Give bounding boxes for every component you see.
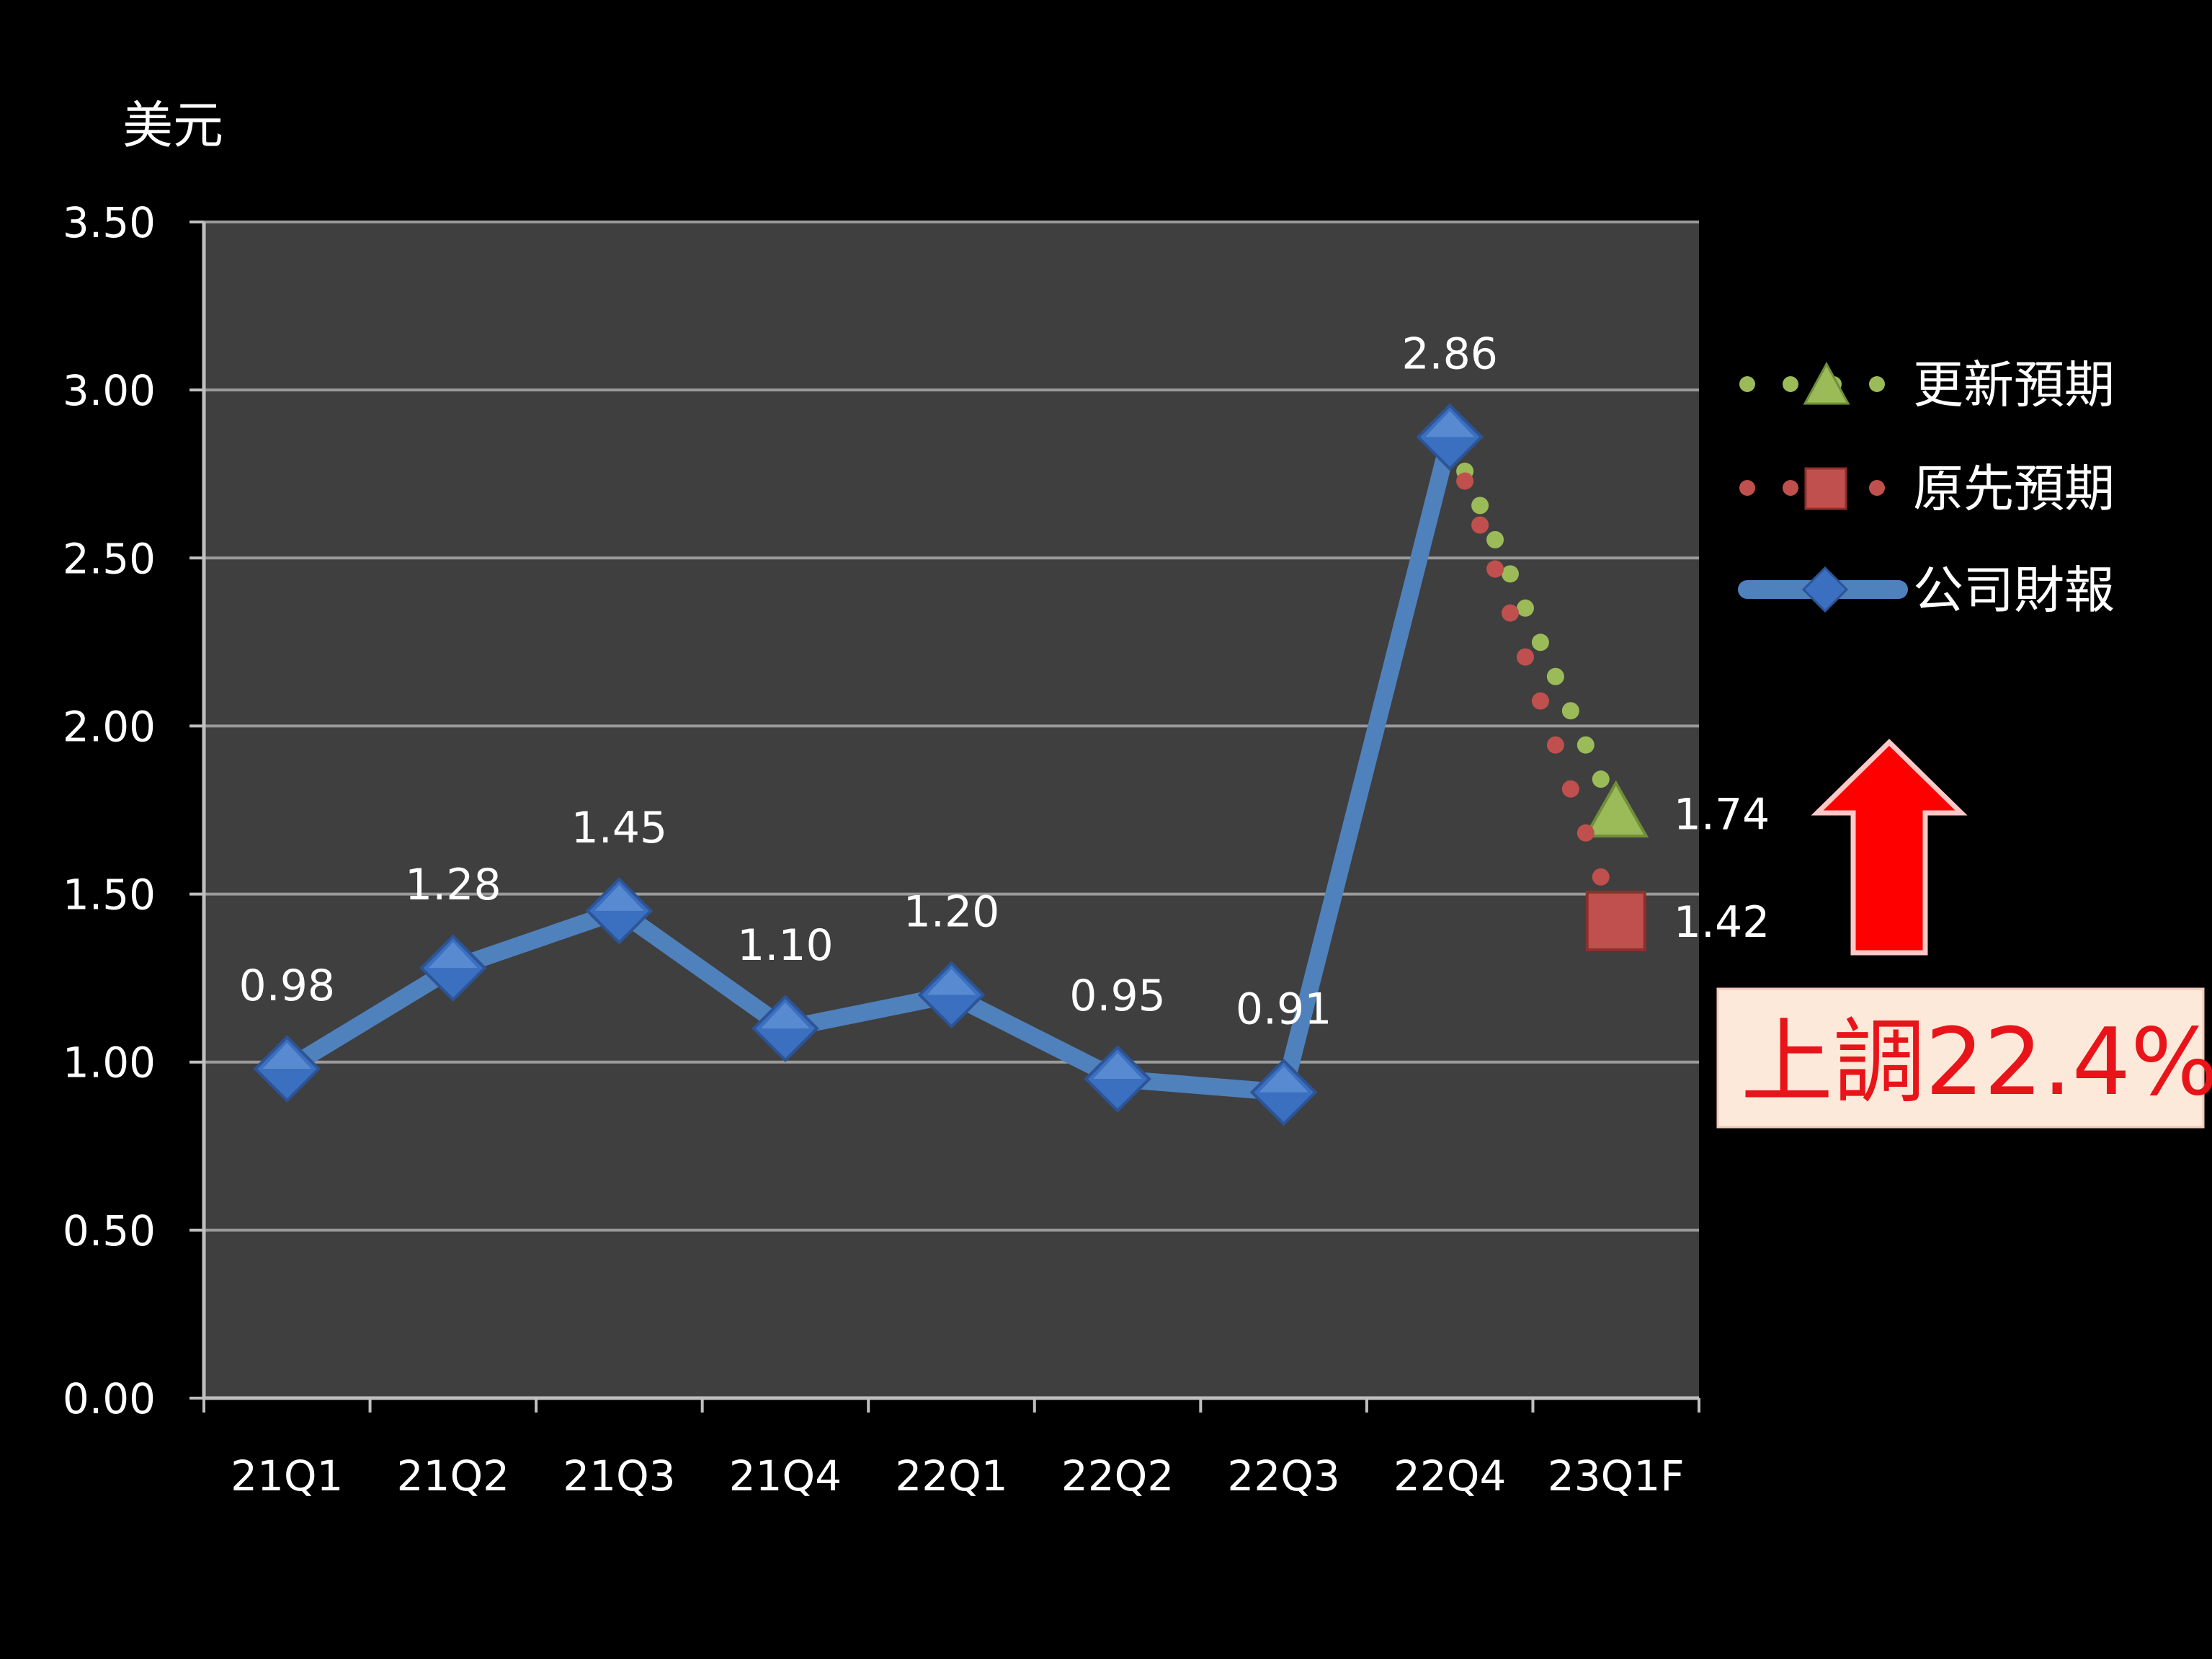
square-marker-icon: [1804, 467, 1847, 510]
legend-dot: [1869, 376, 1885, 392]
legend-dot: [1783, 376, 1798, 392]
x-tick-label: 21Q2: [397, 1451, 509, 1500]
y-tick-label: 3.50: [63, 198, 156, 247]
revision-callout: 上調22.4%: [1716, 739, 2212, 1129]
triangle-marker-icon: [1803, 361, 1850, 405]
x-tick-label: 23Q1F: [1548, 1451, 1685, 1500]
up-arrow-icon: [1811, 739, 1968, 956]
y-tick-label: 0.50: [63, 1206, 156, 1255]
square-marker: [1585, 890, 1646, 951]
forecast-data-label: 1.74: [1674, 790, 1770, 840]
x-tick-labels: 21Q1 21Q2 21Q3 21Q4 22Q1 22Q2 22Q3 22Q4 23Q1F: [231, 1451, 1684, 1500]
diamond-marker-highlight: [262, 1043, 312, 1069]
x-tick-label: 22Q3: [1227, 1451, 1339, 1500]
gridlines: [189, 221, 1699, 1400]
forecast-dot: [1531, 692, 1549, 710]
legend-dot: [1739, 480, 1755, 496]
legend-item-original-forecast: 原先預期: [1739, 459, 2115, 518]
diamond-marker-highlight: [594, 884, 644, 911]
legend-item-company-report: 公司財報: [1738, 561, 2115, 620]
diamond-marker-highlight: [428, 942, 478, 969]
data-label: 0.91: [1236, 984, 1332, 1035]
data-label: 2.86: [1401, 329, 1498, 379]
forecast-dot: [1502, 604, 1520, 622]
data-label: 1.20: [904, 886, 1000, 937]
legend-dot: [1783, 480, 1798, 496]
forecast-dot: [1577, 736, 1595, 754]
y-tick-label: 3.00: [63, 366, 156, 415]
x-tick-label: 21Q4: [729, 1451, 842, 1500]
callout-box: [1716, 987, 2205, 1129]
forecast-dot: [1577, 824, 1595, 842]
diamond-marker-highlight: [1259, 1066, 1308, 1093]
diamond-marker-highlight: [760, 1002, 810, 1029]
series-layer: [253, 403, 1649, 1126]
forecast-dot: [1531, 633, 1549, 651]
legend-dot: [1869, 480, 1885, 496]
diamond-marker-highlight: [1093, 1053, 1143, 1080]
triangle-marker: [1583, 780, 1649, 838]
forecast-dot: [1561, 780, 1579, 798]
y-tick-label: 0.00: [63, 1374, 156, 1423]
forecast-dot: [1546, 736, 1564, 754]
forecast-data-label: 1.42: [1674, 897, 1770, 948]
forecast-dot: [1502, 565, 1520, 583]
callout-text: 上調22.4%: [1741, 1009, 2212, 1116]
forecast-dot: [1486, 560, 1504, 578]
forecast-dot: [1471, 516, 1489, 534]
legend-item-updated-forecast: 更新預期: [1739, 355, 2115, 414]
x-tick-label: 22Q2: [1061, 1451, 1174, 1500]
y-tick-labels: 0.00 0.50 1.00 1.50 2.00 2.50 3.00 3.50: [63, 198, 156, 1423]
forecast-dot: [1516, 599, 1534, 617]
legend-label: 原先預期: [1913, 459, 2115, 518]
forecast-dot: [1456, 472, 1474, 490]
x-tick-label: 22Q4: [1393, 1451, 1506, 1500]
plot-area: [204, 222, 1699, 1398]
forecast-dot: [1516, 648, 1534, 666]
legend-label: 更新預期: [1913, 355, 2115, 414]
forecast-dot: [1592, 868, 1610, 886]
x-tick-label: 21Q3: [563, 1451, 675, 1500]
axes: [202, 222, 1700, 1413]
x-tick-label: 21Q1: [231, 1451, 343, 1500]
data-label: 0.98: [238, 961, 335, 1011]
y-tick-label: 2.50: [63, 534, 156, 583]
forecast-dot: [1546, 667, 1564, 685]
forecast-dot: [1471, 497, 1489, 515]
legend-dot: [1739, 376, 1755, 392]
data-labels: 1.74 1.42 0.98 1.28 1.45 1.10 1.20 0.95 0.91 2.86: [238, 329, 1770, 1034]
legend-label: 公司財報: [1913, 561, 2115, 620]
legend: 更新預期 原先預期 公司財報: [1738, 355, 2115, 620]
diamond-marker-highlight: [927, 969, 976, 995]
diamond-marker-highlight: [1425, 411, 1475, 437]
diamond-marker-icon: [1801, 566, 1849, 613]
data-label: 0.95: [1069, 971, 1166, 1021]
data-label: 1.10: [737, 920, 834, 971]
forecast-dot: [1486, 530, 1504, 548]
y-tick-label: 2.00: [63, 702, 156, 751]
data-label: 1.28: [405, 860, 501, 910]
y-axis-unit-label: 美元: [122, 96, 223, 155]
x-tick-label: 22Q1: [895, 1451, 1007, 1500]
forecast-dot: [1592, 770, 1610, 788]
y-tick-label: 1.00: [63, 1038, 156, 1088]
data-label: 1.45: [571, 803, 668, 853]
forecast-dot: [1561, 702, 1579, 720]
y-tick-label: 1.50: [63, 871, 156, 920]
